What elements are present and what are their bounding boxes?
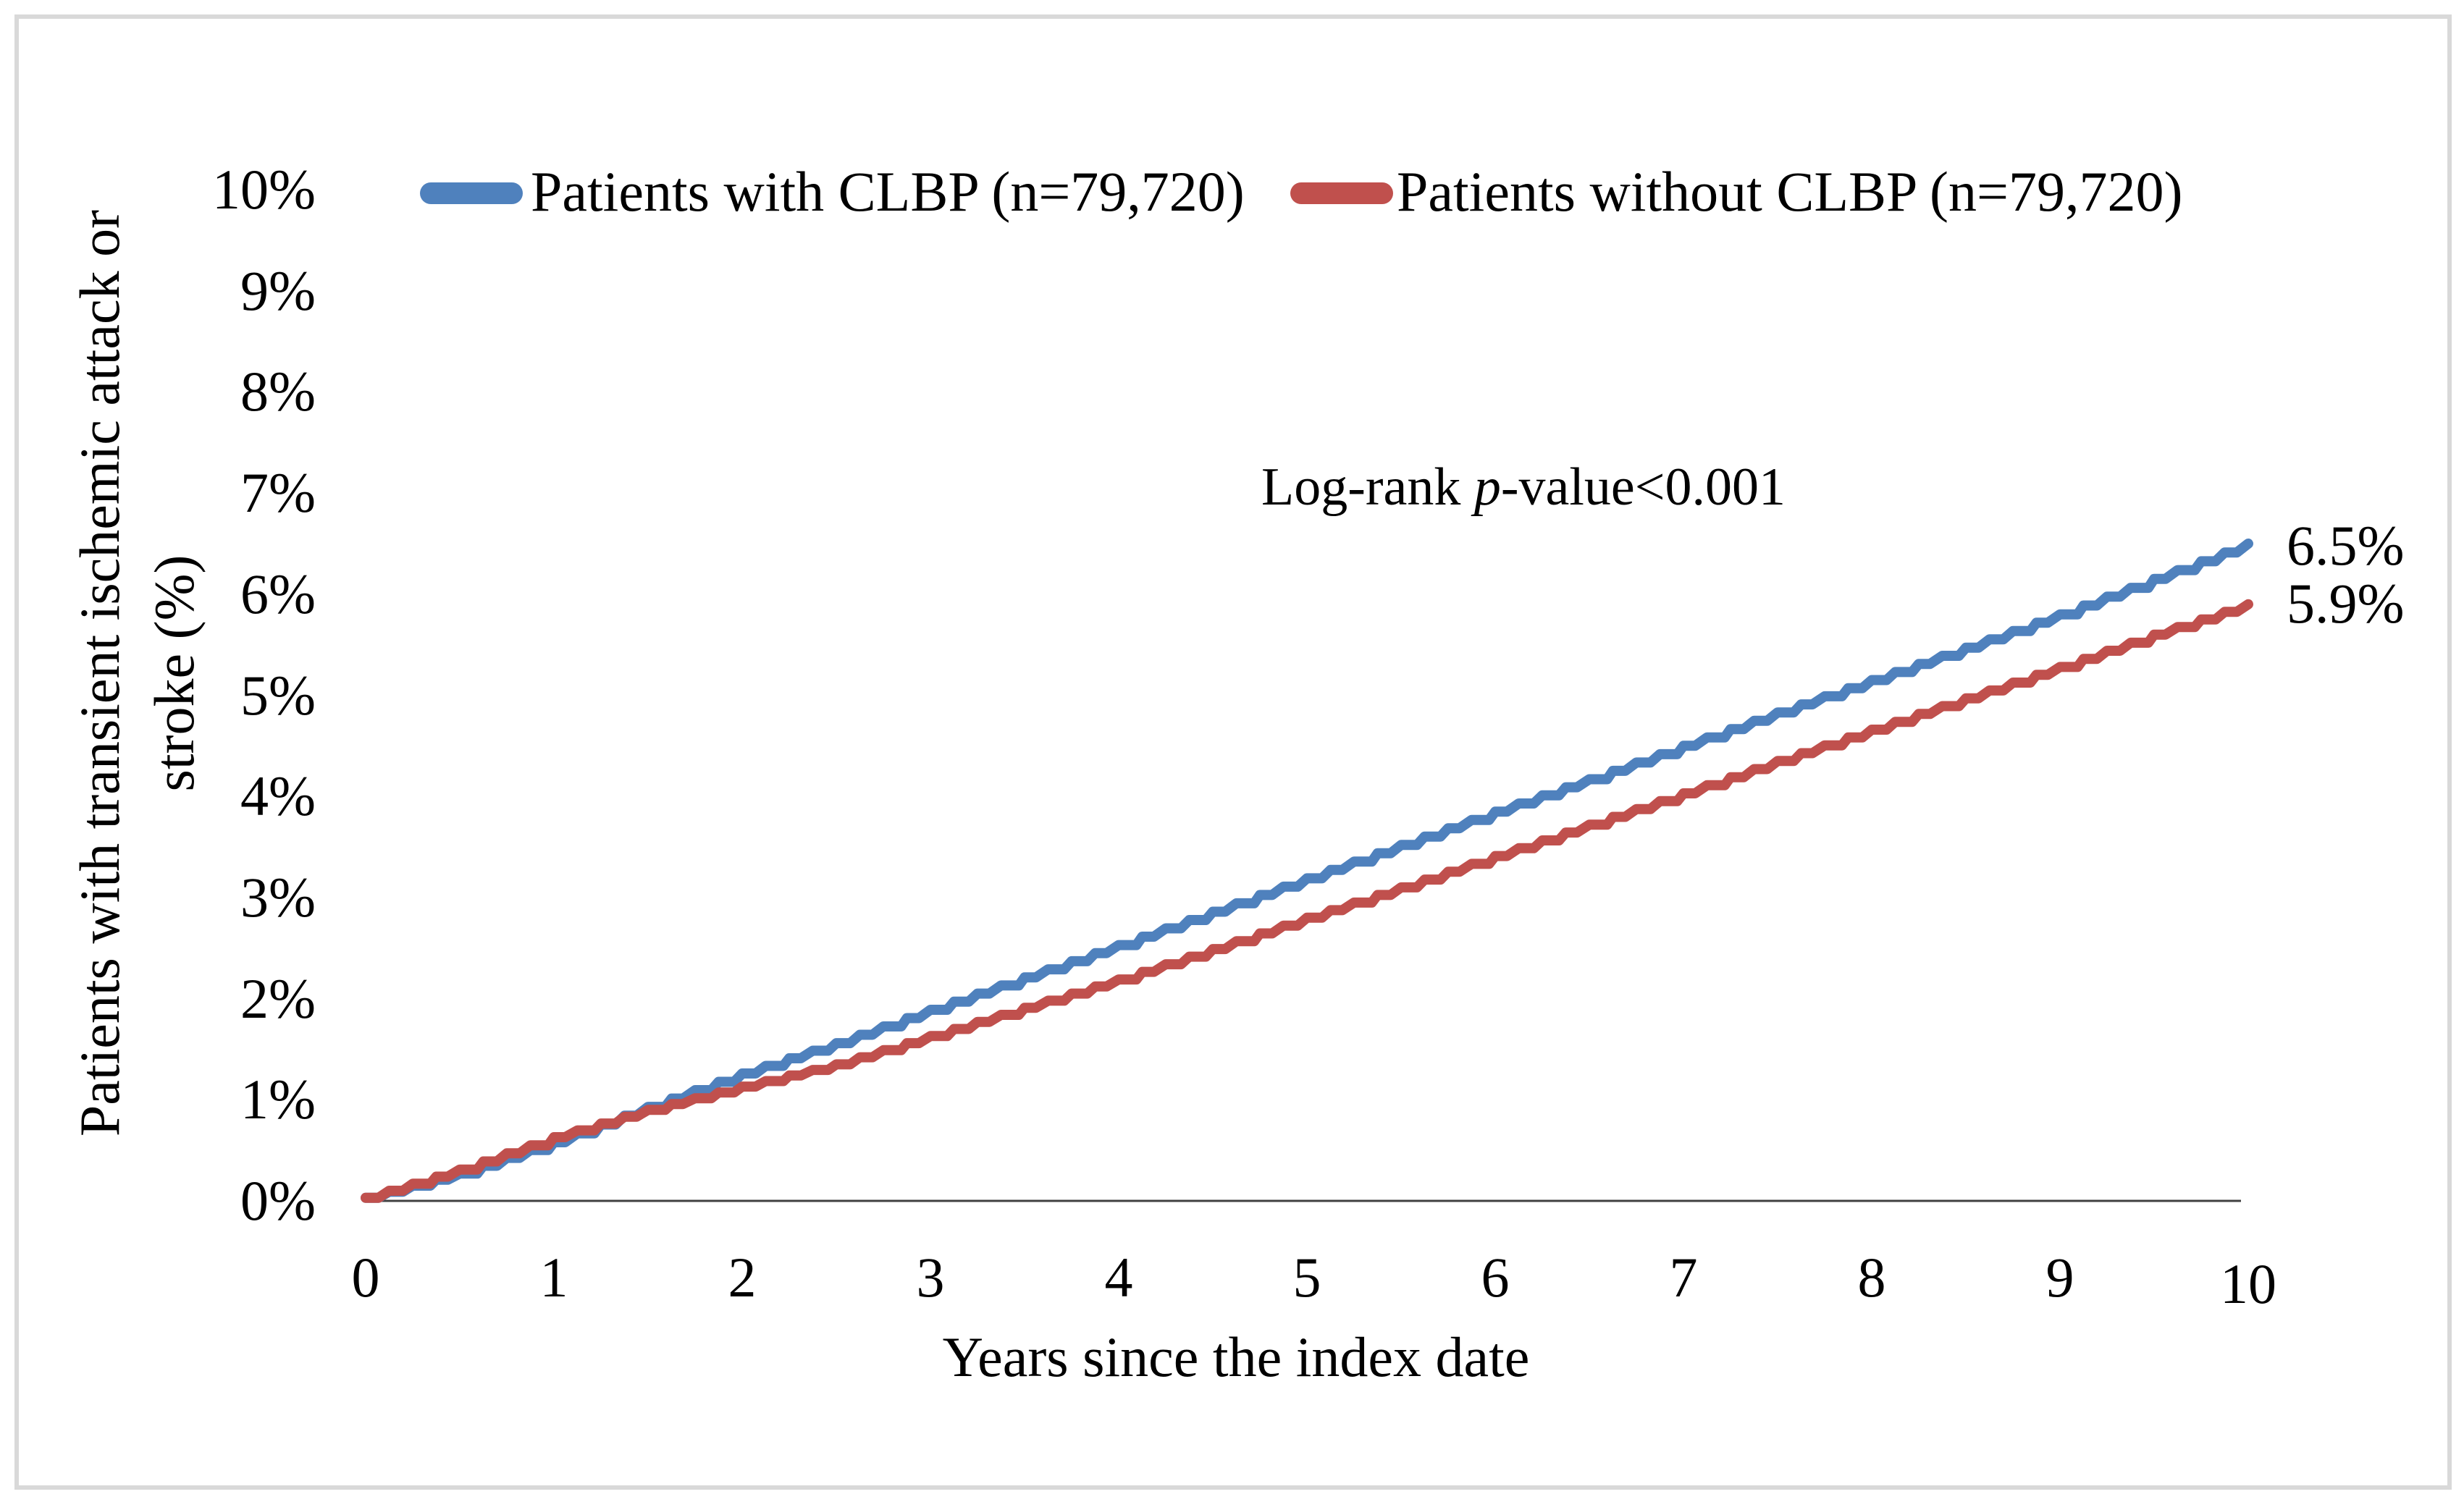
annotation-prefix: Log-rank xyxy=(1261,457,1474,517)
x-tick-label-3: 3 xyxy=(916,1246,945,1309)
y-tick-label-6: 6% xyxy=(240,562,316,625)
x-tick-label-4: 4 xyxy=(1104,1246,1133,1309)
x-tick-label-8: 8 xyxy=(1857,1246,1886,1309)
x-tick-label-7: 7 xyxy=(1669,1246,1698,1309)
x-tick-label-1: 1 xyxy=(539,1246,568,1309)
x-axis-title: Years since the index date xyxy=(942,1325,1530,1388)
y-tick-label-10: 10% xyxy=(212,158,316,221)
legend-label-without-clbp: Patients without CLBP (n=79,720) xyxy=(1397,160,2183,223)
y-tick-label-0: 0% xyxy=(240,1169,316,1232)
y-tick-label-1: 1% xyxy=(240,1068,316,1131)
x-tick-label-2: 2 xyxy=(728,1246,757,1309)
y-tick-label-8: 8% xyxy=(240,360,316,423)
y-tick-label-5: 5% xyxy=(240,663,316,727)
curve-without-clbp xyxy=(361,599,2253,1203)
log-rank-annotation: Log-rank p-value<0.001 xyxy=(1261,456,1786,518)
x-tick-label-5: 5 xyxy=(1292,1246,1321,1309)
annotation-suffix: -value<0.001 xyxy=(1500,457,1786,517)
y-tick-label-7: 7% xyxy=(240,461,316,525)
end-label-with-clbp: 6.5% xyxy=(2287,514,2405,577)
x-tick-label-10: 10 xyxy=(2220,1252,2276,1315)
end-label-without-clbp: 5.9% xyxy=(2287,572,2405,635)
y-tick-label-9: 9% xyxy=(240,258,316,322)
annotation-p-italic: p xyxy=(1473,457,1501,517)
legend-label-with-clbp: Patients with CLBP (n=79,720) xyxy=(531,160,1245,223)
x-tick-label-6: 6 xyxy=(1481,1246,1510,1309)
y-tick-label-4: 4% xyxy=(240,764,316,828)
curve-with-clbp xyxy=(361,539,2253,1203)
legend-marker-without-clbp xyxy=(1290,182,1393,204)
legend-marker-with-clbp xyxy=(420,182,523,204)
x-tick-label-9: 9 xyxy=(2045,1246,2074,1309)
y-tick-label-2: 2% xyxy=(240,966,316,1030)
y-tick-label-3: 3% xyxy=(240,865,316,929)
x-tick-label-0: 0 xyxy=(351,1246,380,1309)
figure-border xyxy=(14,14,2452,1490)
